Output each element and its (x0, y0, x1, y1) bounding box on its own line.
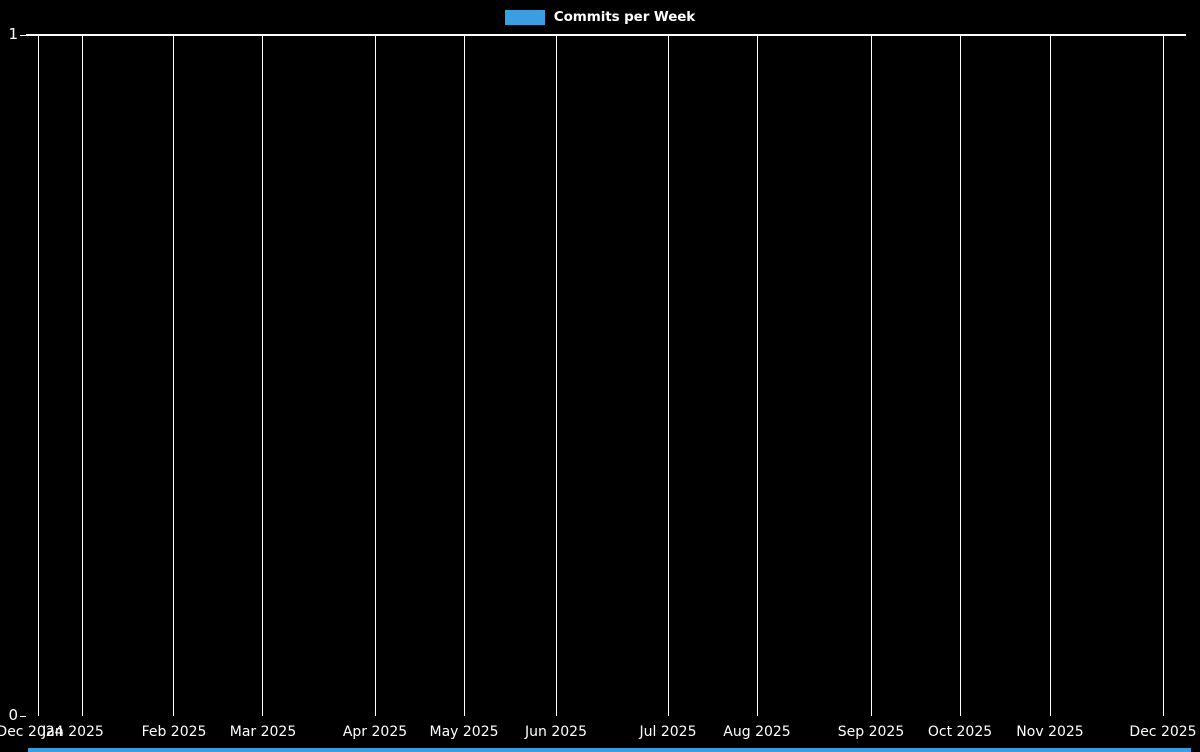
gridline-aug-2025 (668, 34, 669, 716)
gridline-mar-2025 (173, 34, 174, 716)
x-axis-tick-label-aug-2025: Aug 2025 (723, 724, 791, 740)
plot-area (20, 34, 1191, 752)
axis-spine-top (26, 34, 1186, 36)
x-axis-tick-label-feb-2025: Feb 2025 (141, 724, 207, 740)
gridline-jun-2025 (464, 34, 465, 716)
gridline-feb-2025 (82, 34, 83, 716)
chart-legend: Commits per Week (0, 6, 1200, 28)
x-axis-tick-label-jan-2025: Jan 2025 (42, 724, 104, 740)
x-axis-tick-label-nov-2025: Nov 2025 (1016, 724, 1084, 740)
gridline-oct-2025 (871, 34, 872, 716)
gridline-end (1163, 34, 1164, 716)
legend-label-commits-per-week: Commits per Week (553, 8, 696, 25)
y-tick-mark-1 (20, 35, 26, 36)
gridline-dec-2025 (1050, 34, 1051, 716)
x-axis-tick-label-jul-2025: Jul 2025 (639, 724, 697, 740)
x-axis-tick-label-mar-2025: Mar 2025 (229, 724, 297, 740)
y-axis-tick-label-0: 0 (8, 706, 18, 724)
y-axis-tick-label-1: 1 (8, 25, 18, 43)
x-axis-tick-label-sep-2025: Sep 2025 (837, 724, 905, 740)
series-line-commits-per-week (28, 748, 1191, 752)
gridline-nov-2025 (960, 34, 961, 716)
x-axis-tick-label-apr-2025: Apr 2025 (342, 724, 408, 740)
y-tick-mark-0 (20, 716, 26, 717)
x-axis-tick-label-dec-2025: Dec 2025 (1129, 724, 1197, 740)
gridline-may-2025 (375, 34, 376, 716)
x-axis-tick-label-jun-2025: Jun 2025 (525, 724, 587, 740)
x-axis-tick-label-may-2025: May 2025 (429, 724, 499, 740)
gridline-jul-2025 (556, 34, 557, 716)
x-axis-tick-label-oct-2025: Oct 2025 (927, 724, 993, 740)
gridline-sep-2025 (757, 34, 758, 716)
gridline-apr-2025 (262, 34, 263, 716)
x-axis-tick-label-dec-2024: Dec 2024 (0, 724, 64, 740)
gridline-jan-2025 (38, 34, 39, 716)
legend-swatch-commits-per-week (504, 9, 545, 25)
